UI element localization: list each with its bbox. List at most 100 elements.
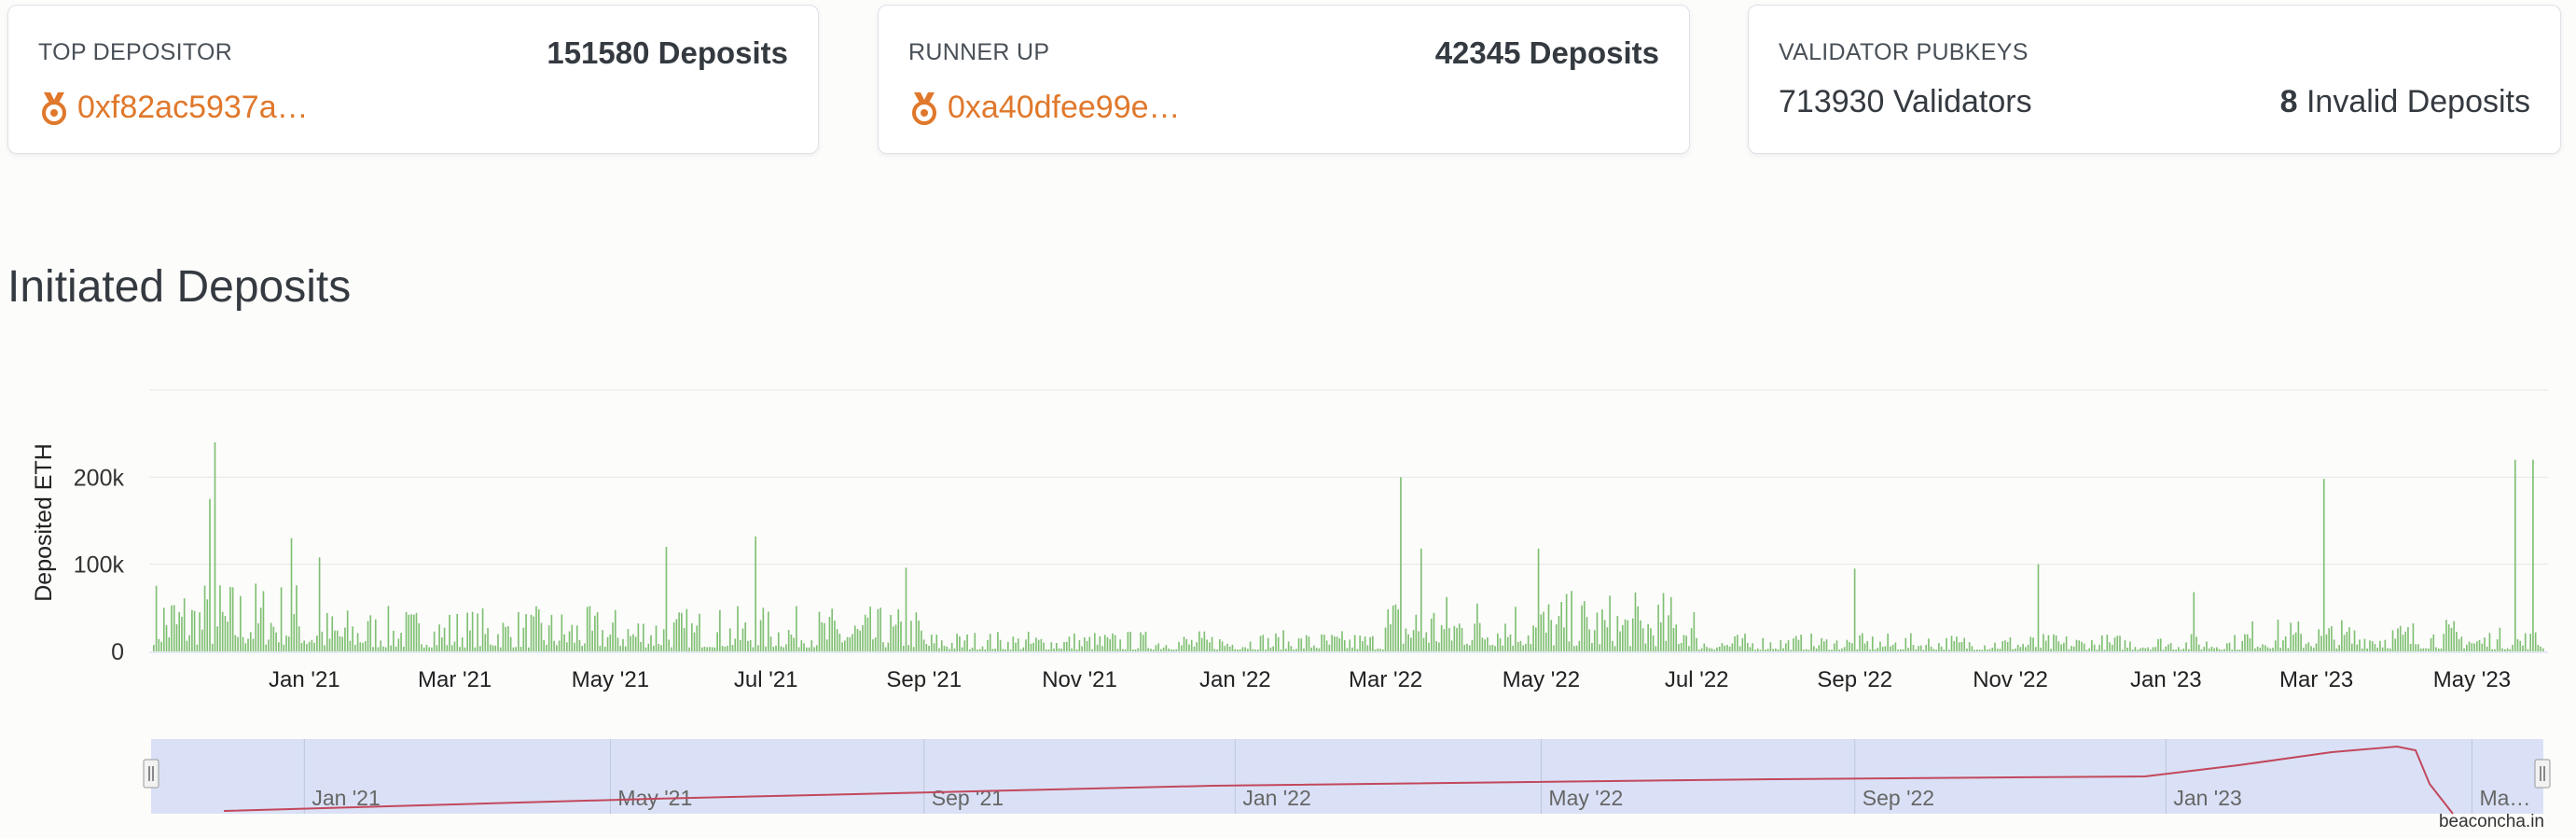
deposit-bar (494, 645, 497, 651)
deposit-bar (866, 617, 869, 651)
deposit-bar (1142, 635, 1144, 651)
deposit-bar (2312, 648, 2315, 651)
deposit-bar (1310, 647, 1313, 651)
deposit-bar (2165, 646, 2167, 651)
validator-count: 713930 Validators (1779, 84, 2032, 119)
deposit-bar (272, 626, 275, 651)
runner-up-address-link[interactable]: 0xa40dfee99e… (908, 90, 1181, 126)
deposit-bar (602, 630, 603, 651)
deposit-bar (1749, 647, 1752, 651)
deposit-bar (2361, 648, 2363, 651)
deposit-bar (925, 644, 928, 651)
deposit-bar (1471, 639, 1474, 651)
deposit-bar (234, 635, 237, 651)
deposit-bar (1986, 649, 1988, 651)
deposit-bar (1815, 648, 1818, 651)
deposit-bar (1780, 639, 1782, 651)
deposit-bar (1122, 649, 1124, 651)
deposit-bar (1134, 649, 1137, 651)
deposit-bar (616, 637, 619, 651)
deposit-bar (1160, 649, 1162, 651)
deposit-bar (2537, 645, 2540, 651)
deposit-bar (318, 557, 321, 651)
deposit-bar (1040, 638, 1043, 651)
top-depositor-address-link[interactable]: 0xf82ac5937a… (38, 90, 309, 126)
deposit-bar (1318, 648, 1321, 651)
deposit-bar (1293, 649, 1295, 651)
deposit-bar (530, 614, 533, 651)
deposit-bar (1884, 646, 1887, 651)
deposit-bar (1178, 641, 1180, 651)
deposit-bar (2419, 648, 2422, 651)
deposit-bar (1797, 639, 1800, 651)
deposit-bar (2300, 634, 2302, 651)
deposit-bar (2366, 648, 2369, 651)
deposit-bar (747, 640, 749, 651)
deposit-bar (1999, 649, 2001, 651)
deposit-bar (196, 644, 199, 651)
deposit-bar (372, 647, 374, 651)
deposit-bar (344, 627, 346, 651)
deposit-bar (2185, 642, 2187, 651)
deposit-bar (1295, 649, 1297, 651)
deposit-bar (994, 649, 996, 651)
deposit-bar (1032, 642, 1034, 651)
deposit-bar (471, 611, 474, 651)
navigator-handle[interactable] (2534, 759, 2551, 789)
deposit-bar (632, 634, 634, 651)
deposit-bar (240, 595, 242, 651)
deposit-bar (1022, 647, 1025, 651)
credit-link[interactable]: beaconcha.in (2438, 812, 2544, 831)
deposit-bar (397, 638, 400, 651)
deposit-bar (1612, 640, 1613, 651)
deposit-bar (481, 608, 484, 651)
deposit-bar (1415, 614, 1418, 651)
deposit-bar (2471, 643, 2473, 651)
deposit-bar (2430, 637, 2432, 651)
y-axis-title: Deposited ETH (31, 443, 57, 602)
deposit-bar (1665, 640, 1668, 651)
deposit-bar (1624, 619, 1627, 651)
deposit-bar (2542, 648, 2544, 651)
deposit-bar (479, 646, 481, 651)
deposit-bar (1621, 624, 1624, 651)
deposit-bar (1698, 649, 1700, 651)
deposit-bar (609, 634, 612, 651)
deposit-bar (808, 647, 810, 651)
deposit-bar (828, 617, 831, 651)
deposit-bar (772, 647, 775, 651)
deposit-bar (797, 647, 800, 651)
validator-pubkeys-card: VALIDATOR PUBKEYS 713930 Validators 8 In… (1748, 5, 2561, 154)
deposit-bar (1737, 635, 1738, 651)
deposit-bar (938, 648, 940, 651)
deposit-bar (206, 599, 209, 651)
deposit-bar (2274, 640, 2277, 651)
deposit-bar (331, 616, 334, 651)
deposit-bar (255, 583, 257, 651)
deposit-bar (815, 645, 818, 651)
navigator-handle[interactable] (143, 759, 159, 789)
deposit-bar (894, 624, 897, 651)
range-navigator[interactable]: Jan '21 May '21 Sep '21 Jan '22 May '22 Sep '… (143, 739, 2551, 815)
deposit-bar (1254, 649, 1256, 651)
deposit-bar (2397, 628, 2399, 651)
deposit-bar (2259, 648, 2262, 651)
runner-up-card: RUNNER UP 42345 Deposits 0xa40dfee99e… (878, 5, 1690, 154)
deposit-bar (862, 624, 864, 651)
deposit-bar (1928, 638, 1930, 651)
deposit-bar (825, 639, 828, 651)
deposit-bar (183, 598, 186, 651)
deposit-bar (2287, 648, 2290, 651)
deposit-bar (1315, 648, 1318, 651)
deposit-bar (1030, 643, 1032, 651)
deposit-bar (959, 635, 961, 651)
deposit-bar (2494, 649, 2496, 651)
deposit-bar (780, 646, 782, 651)
deposit-bar (2203, 647, 2206, 651)
deposit-bar (1157, 643, 1159, 651)
deposit-bar (2425, 648, 2427, 651)
deposit-bar (1075, 649, 1078, 651)
deposit-bar (2210, 646, 2213, 651)
deposit-bar (2371, 641, 2374, 651)
deposit-bar (2282, 640, 2284, 651)
